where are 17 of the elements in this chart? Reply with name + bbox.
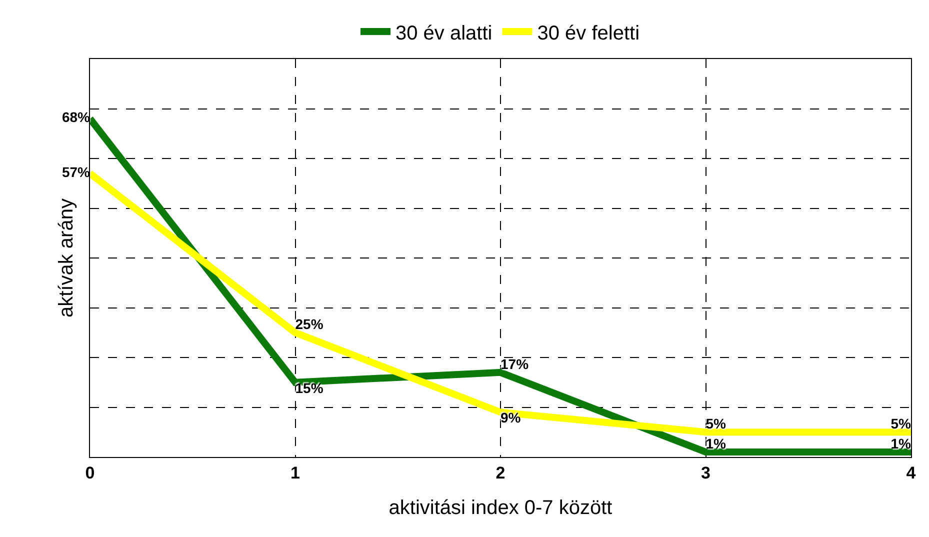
legend-label: 30 év alatti	[396, 22, 492, 44]
y-axis-title: aktívak arány	[56, 198, 78, 318]
x-tick-label: 3	[701, 463, 710, 482]
data-label: 25%	[295, 316, 324, 332]
data-label: 57%	[62, 164, 91, 180]
x-axis-title: aktivitási index 0-7 között	[388, 496, 613, 519]
data-label: 15%	[295, 380, 324, 396]
x-tick-label: 0	[85, 463, 95, 482]
data-label: 5%	[890, 416, 912, 432]
data-label: 1%	[890, 436, 912, 452]
data-label: 68%	[62, 109, 91, 126]
legend-label: 30 év feletti	[537, 22, 640, 44]
x-tick-label: 2	[496, 463, 506, 482]
data-label: 1%	[706, 436, 727, 452]
x-tick-label: 4	[906, 463, 916, 482]
data-label: 17%	[500, 356, 530, 372]
x-tick-label: 1	[290, 463, 300, 482]
